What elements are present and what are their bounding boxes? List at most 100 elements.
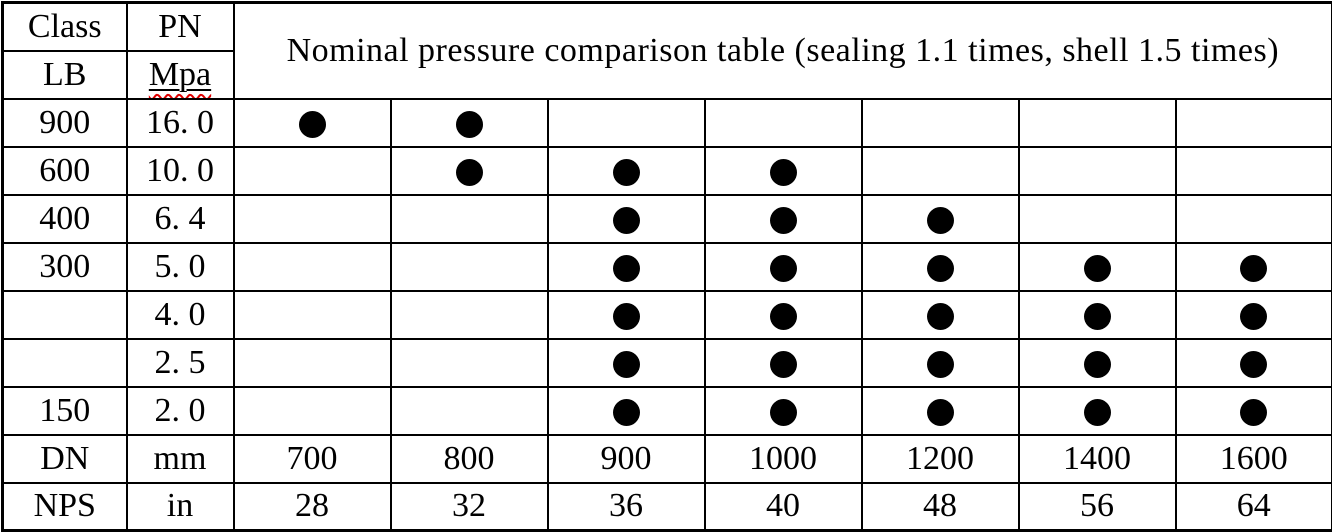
- dot-cell: [705, 99, 862, 147]
- dot-cell: [862, 147, 1019, 195]
- dot-cell: [705, 387, 862, 435]
- dot-marker: [1240, 303, 1267, 330]
- size-row-unit: in: [127, 483, 234, 531]
- dot-marker: [1240, 351, 1267, 378]
- dot-cell: [862, 339, 1019, 387]
- dot-cell: [391, 243, 548, 291]
- dot-marker: [613, 159, 640, 186]
- size-value: 64: [1176, 483, 1332, 531]
- dot-cell: [391, 291, 548, 339]
- dot-marker: [456, 111, 483, 138]
- pressure-row: 4. 0: [3, 291, 1332, 339]
- size-value: 28: [234, 483, 391, 531]
- dot-cell: [1019, 387, 1176, 435]
- dot-cell: [548, 195, 705, 243]
- dot-marker: [770, 207, 797, 234]
- dot-cell: [1176, 243, 1332, 291]
- header-pn: PN: [127, 3, 234, 51]
- dot-cell: [1176, 195, 1332, 243]
- dot-cell: [548, 99, 705, 147]
- size-value: 700: [234, 435, 391, 483]
- size-value: 1200: [862, 435, 1019, 483]
- dot-cell: [705, 195, 862, 243]
- header-row-top: Class PN Nominal pressure comparison tab…: [3, 3, 1332, 51]
- dot-cell: [234, 195, 391, 243]
- dot-cell: [234, 99, 391, 147]
- dot-marker: [770, 351, 797, 378]
- dot-marker: [770, 159, 797, 186]
- size-value: 48: [862, 483, 1019, 531]
- size-value: 40: [705, 483, 862, 531]
- dot-cell: [391, 339, 548, 387]
- size-value: 1600: [1176, 435, 1332, 483]
- class-lb-value: [3, 291, 127, 339]
- dot-cell: [705, 243, 862, 291]
- dot-cell: [862, 99, 1019, 147]
- dot-marker: [1084, 399, 1111, 426]
- dot-cell: [1019, 291, 1176, 339]
- dot-cell: [862, 243, 1019, 291]
- dot-marker: [613, 207, 640, 234]
- dot-cell: [234, 291, 391, 339]
- dot-cell: [862, 291, 1019, 339]
- pn-mpa-value: 2. 5: [127, 339, 234, 387]
- dot-cell: [862, 387, 1019, 435]
- size-row-unit: mm: [127, 435, 234, 483]
- dot-cell: [1176, 291, 1332, 339]
- table-title: Nominal pressure comparison table (seali…: [234, 3, 1332, 99]
- size-value: 56: [1019, 483, 1176, 531]
- pn-mpa-value: 10. 0: [127, 147, 234, 195]
- size-value: 36: [548, 483, 705, 531]
- dot-marker: [927, 207, 954, 234]
- dot-cell: [234, 243, 391, 291]
- dot-marker: [613, 399, 640, 426]
- size-value: 1400: [1019, 435, 1176, 483]
- class-lb-value: [3, 339, 127, 387]
- class-lb-value: 900: [3, 99, 127, 147]
- dot-cell: [705, 147, 862, 195]
- dot-marker: [613, 255, 640, 282]
- dot-marker: [1240, 255, 1267, 282]
- dot-cell: [1176, 99, 1332, 147]
- size-row-label: NPS: [3, 483, 127, 531]
- class-lb-value: 300: [3, 243, 127, 291]
- size-row-label: DN: [3, 435, 127, 483]
- dot-cell: [1019, 243, 1176, 291]
- dot-cell: [391, 195, 548, 243]
- pressure-row: 2. 5: [3, 339, 1332, 387]
- dot-cell: [1176, 339, 1332, 387]
- dot-cell: [548, 291, 705, 339]
- dot-cell: [548, 387, 705, 435]
- class-lb-value: 400: [3, 195, 127, 243]
- dot-cell: [1176, 147, 1332, 195]
- dot-cell: [1019, 99, 1176, 147]
- dot-marker: [456, 159, 483, 186]
- dot-cell: [391, 147, 548, 195]
- dot-marker: [927, 399, 954, 426]
- dot-marker: [927, 255, 954, 282]
- dot-cell: [391, 99, 548, 147]
- dot-marker: [613, 351, 640, 378]
- header-class: Class: [3, 3, 127, 51]
- header-mpa: Mpa: [149, 56, 211, 93]
- dot-marker: [770, 255, 797, 282]
- dot-cell: [1019, 147, 1176, 195]
- dot-marker: [770, 303, 797, 330]
- dot-cell: [234, 147, 391, 195]
- spellcheck-underline: Mpa: [149, 56, 211, 93]
- dot-marker: [1084, 255, 1111, 282]
- dot-marker: [1084, 303, 1111, 330]
- header-mpa-cell: Mpa: [127, 51, 234, 99]
- dot-cell: [548, 243, 705, 291]
- dot-cell: [548, 339, 705, 387]
- pn-mpa-value: 2. 0: [127, 387, 234, 435]
- pn-mpa-value: 6. 4: [127, 195, 234, 243]
- dot-cell: [1019, 339, 1176, 387]
- dot-marker: [1084, 351, 1111, 378]
